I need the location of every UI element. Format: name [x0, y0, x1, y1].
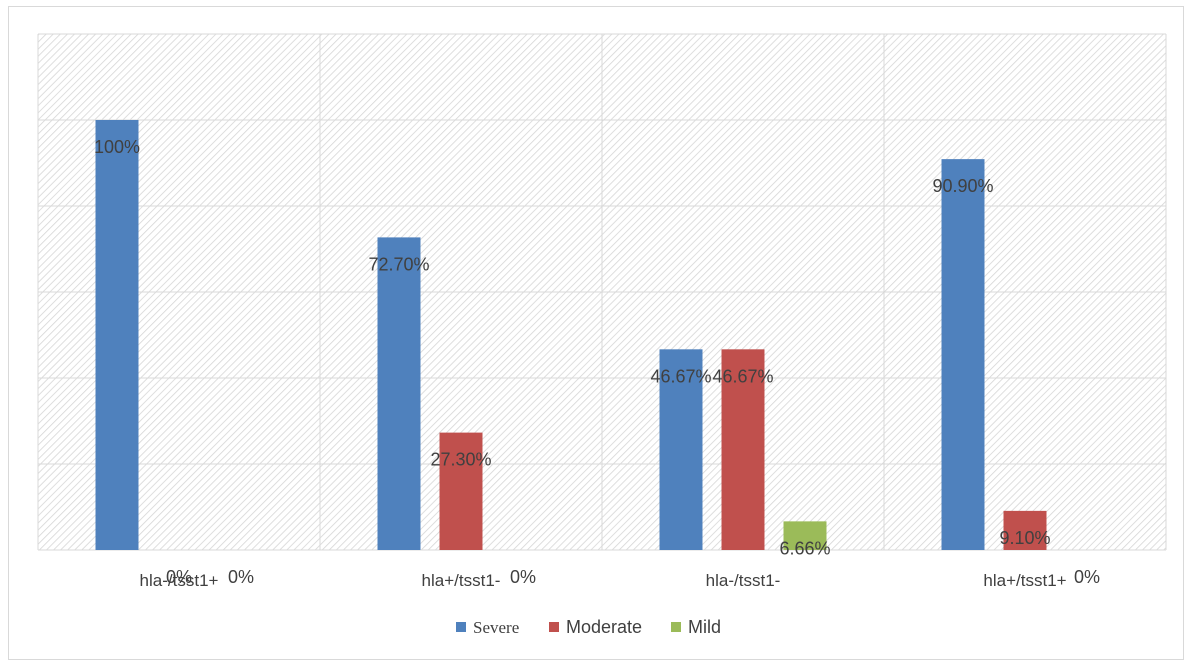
data-label: 0%: [228, 567, 254, 587]
category-label: hla-/tsst1-: [706, 571, 781, 590]
data-label: 46.67%: [712, 366, 773, 386]
legend-swatch-moderate: [549, 622, 559, 632]
data-label: 6.66%: [779, 538, 830, 558]
data-label: 0%: [1074, 567, 1100, 587]
legend-label-severe: Severe: [473, 618, 519, 637]
data-label: 9.10%: [999, 528, 1050, 548]
data-label: 0%: [166, 567, 192, 587]
legend-label-moderate: Moderate: [566, 617, 642, 637]
data-label: 100%: [94, 137, 140, 157]
bar-severe: [659, 349, 703, 550]
legend-swatch-severe: [456, 622, 466, 632]
category-label: hla+/tsst1-: [422, 571, 501, 590]
data-label: 90.90%: [932, 176, 993, 196]
legend: Severe Moderate Mild: [456, 617, 721, 637]
bar-severe: [95, 120, 139, 550]
legend-swatch-mild: [671, 622, 681, 632]
bar-moderate: [439, 432, 483, 550]
bars: [95, 120, 1047, 550]
bar-mild: [783, 521, 827, 550]
data-label: 0%: [510, 567, 536, 587]
bar-moderate: [1003, 510, 1047, 550]
category-label: hla-/tsst1+: [140, 571, 219, 590]
data-label: 46.67%: [650, 366, 711, 386]
category-label: hla+/tsst1+: [983, 571, 1066, 590]
legend-label-mild: Mild: [688, 617, 721, 637]
bar-moderate: [721, 349, 765, 550]
data-labels: 100% 0% 0% 72.70% 27.30% 0% 46.67% 46.67% 6.66% 9…: [94, 137, 1100, 587]
bar-severe: [377, 237, 421, 550]
bar-severe: [941, 159, 985, 550]
data-label: 27.30%: [430, 450, 491, 470]
bar-chart: 100% 0% 0% 72.70% 27.30% 0% 46.67% 46.67% 6.66% 9…: [37, 33, 1167, 637]
category-axis: hla-/tsst1+ hla+/tsst1- hla-/tsst1- hla+/ts…: [140, 571, 1067, 590]
chart-frame: 100% 0% 0% 72.70% 27.30% 0% 46.67% 46.67% 6.66% 9…: [8, 6, 1184, 660]
data-label: 72.70%: [368, 254, 429, 274]
gridlines: [37, 33, 1167, 551]
